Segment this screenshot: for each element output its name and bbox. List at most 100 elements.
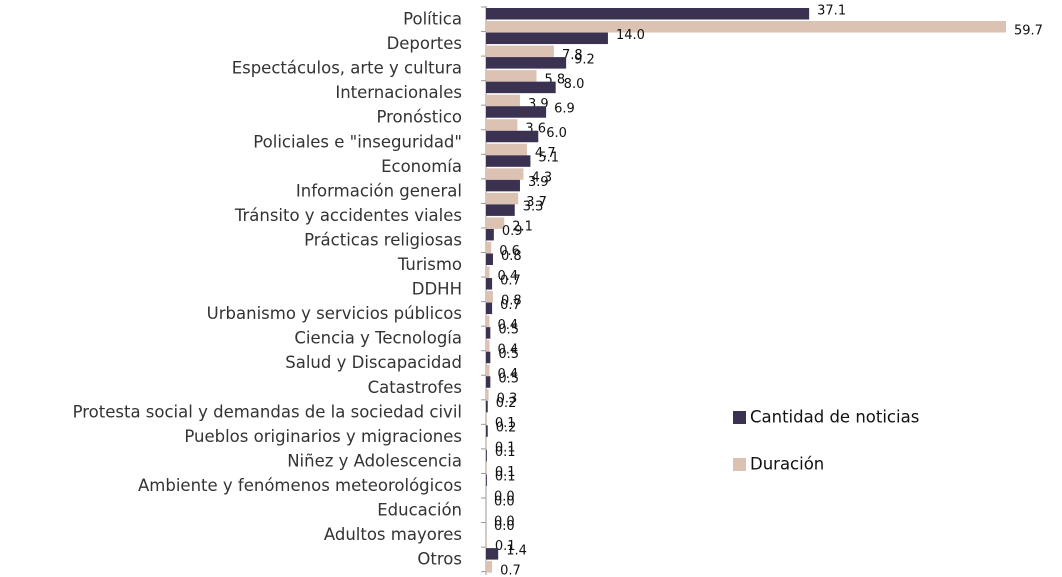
value-label: 0.8 [501,293,522,308]
value-label: 4.7 [535,146,556,161]
bar [486,81,556,94]
category-label: Educación [377,501,462,520]
bar [486,204,515,216]
legend-swatch [733,411,746,424]
category-label: Pronóstico [376,108,462,127]
value-label: 0.0 [494,490,515,505]
category-label: Salud y Discapacidad [285,353,462,372]
bar [486,278,493,290]
value-label: 0.5 [498,372,519,387]
bar [486,57,567,69]
bar [486,413,487,426]
category-label: Urbanismo y servicios públicos [207,304,462,323]
legend-swatch [733,458,746,471]
bar [486,241,492,254]
bar [486,302,493,315]
category-label: Ambiente y fenómenos meteorológicos [138,476,462,495]
value-label: 0.7 [500,273,521,288]
legend-label: Duración [750,455,824,474]
value-label: 59.7 [1014,23,1043,38]
value-label: 9.2 [574,52,595,67]
category-label: Internacionales [335,83,462,102]
value-label: 0.2 [496,421,517,436]
bar [486,474,487,486]
value-label: 0.7 [500,298,521,313]
bar [486,130,539,143]
value-label: 6.9 [554,101,575,116]
bar [486,462,487,475]
value-label: 0.7 [500,563,521,577]
bar [486,400,488,413]
bar [486,351,491,364]
category-label: Pueblos originarios y migraciones [184,427,462,446]
value-label: 0.0 [494,519,515,534]
bar [486,228,494,241]
value-label: 2.1 [512,220,533,235]
value-label: 0.2 [496,396,517,411]
bar [486,327,491,339]
bar [486,425,488,437]
bar [486,315,490,328]
bar [486,21,1006,33]
bar [486,94,520,107]
value-label: 0.4 [497,342,518,357]
category-label: DDHH [412,280,462,299]
category-label: Deportes [387,34,462,53]
value-label: 5.1 [538,151,559,166]
category-label: Prácticas religiosas [304,230,462,249]
bar [486,291,493,303]
value-label: 0.5 [498,322,519,337]
category-label: Política [403,10,462,29]
value-label: 37.1 [817,3,846,18]
category-label: Catastrofes [368,378,462,397]
bar [486,168,524,180]
bar [486,438,487,450]
bar [486,179,520,192]
value-label: 8.0 [564,77,585,92]
bar [486,70,537,82]
value-label: 0.1 [495,539,516,554]
bar [486,119,518,131]
bar [486,561,493,573]
value-label: 3.3 [523,200,544,215]
category-label: Adultos mayores [324,525,462,544]
value-label: 4.3 [531,171,552,186]
value-label: 3.9 [528,175,549,190]
bar [486,217,505,229]
category-label: Niñez y Adolescencia [287,451,462,470]
value-label: 1.4 [506,543,527,558]
value-label: 0.3 [497,392,518,407]
bar [486,376,491,388]
bar [486,536,487,549]
value-label: 7.8 [562,48,583,63]
bar [486,45,554,58]
category-label: Información general [296,181,462,200]
value-label: 0.5 [498,347,519,362]
category-label: Ciencia y Tecnología [294,329,462,348]
category-label: Tránsito y accidentes viales [234,206,462,225]
bar [486,143,527,156]
bar [486,548,499,560]
category-label: Otros [417,550,462,569]
value-label: 0.9 [502,224,523,239]
value-label: 3.7 [526,195,547,210]
value-label: 0.1 [495,416,516,431]
bar [486,32,608,45]
bar [486,364,490,377]
bar [486,449,487,462]
value-label: 0.4 [497,269,518,284]
category-label: Espectáculos, arte y cultura [232,59,462,78]
value-label: 0.4 [497,318,518,333]
legend-label: Cantidad de noticias [750,408,919,427]
bar [486,253,493,265]
value-label: 0.0 [494,514,515,529]
category-label: Economía [381,157,462,176]
bar [486,8,810,20]
value-label: 0.1 [495,465,516,480]
value-label: 0.6 [499,244,520,259]
value-label: 0.8 [501,249,522,264]
value-label: 0.0 [494,494,515,509]
bar [486,106,547,118]
category-label: Policiales e "inseguridad" [253,132,462,151]
